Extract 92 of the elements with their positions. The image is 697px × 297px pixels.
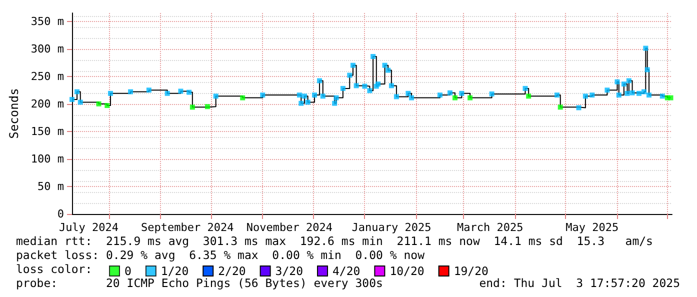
point bbox=[108, 90, 113, 96]
point bbox=[604, 88, 610, 93]
point bbox=[96, 101, 102, 106]
point bbox=[213, 94, 218, 99]
point bbox=[558, 104, 563, 110]
legend-label: 2/20 bbox=[218, 264, 246, 278]
y-axis-title: Seconds bbox=[7, 88, 21, 139]
point bbox=[616, 92, 622, 98]
point bbox=[186, 90, 192, 95]
point bbox=[554, 92, 560, 98]
y-tick-label: 100 m bbox=[30, 152, 64, 166]
point bbox=[70, 96, 75, 102]
point bbox=[332, 100, 338, 106]
point bbox=[526, 94, 532, 99]
point bbox=[386, 68, 391, 73]
legend-label: 1/20 bbox=[160, 264, 189, 278]
y-tick-label: 300 m bbox=[30, 42, 64, 56]
point bbox=[296, 92, 302, 98]
point bbox=[340, 86, 346, 91]
point bbox=[522, 86, 528, 91]
x-tick-label: November 2024 bbox=[246, 221, 333, 234]
point bbox=[78, 100, 83, 105]
point bbox=[190, 104, 195, 110]
text: median rtt: 215.9 ms avg 301.3 ms max 192.6 ms min 211.1 ms now 14.1 ms sd 15.3 am/s bbox=[16, 234, 653, 248]
point bbox=[104, 103, 110, 108]
point bbox=[370, 54, 376, 60]
point bbox=[468, 95, 473, 100]
point bbox=[260, 92, 266, 98]
point bbox=[312, 92, 318, 98]
text: packet loss: 0.29 % avg 6.35 % max 0.00 % min 0.00 % now bbox=[16, 248, 424, 262]
point bbox=[641, 89, 646, 94]
x-tick-label: September 2024 bbox=[141, 221, 234, 234]
y-tick-label: 150 m bbox=[30, 124, 64, 138]
point bbox=[624, 90, 630, 96]
point bbox=[320, 94, 326, 99]
point bbox=[582, 94, 588, 99]
y-tick-label: 50 m bbox=[38, 180, 64, 193]
point bbox=[347, 72, 352, 78]
point bbox=[644, 67, 650, 72]
point bbox=[406, 90, 411, 96]
point bbox=[146, 88, 152, 93]
point bbox=[668, 95, 674, 100]
point bbox=[302, 94, 307, 99]
point bbox=[317, 78, 322, 84]
y-tick-label: 350 m bbox=[30, 14, 64, 28]
point bbox=[388, 83, 394, 88]
legend-label: 0 bbox=[124, 264, 132, 278]
point bbox=[590, 92, 595, 98]
point bbox=[240, 95, 246, 100]
point bbox=[636, 90, 642, 96]
y-tick-label: 0 bbox=[57, 208, 64, 220]
point bbox=[447, 90, 452, 96]
point bbox=[621, 82, 626, 87]
point bbox=[74, 89, 80, 94]
point bbox=[660, 94, 665, 99]
x-tick-label: March 2025 bbox=[457, 221, 524, 234]
legend-label: 19/20 bbox=[454, 264, 489, 278]
point bbox=[164, 90, 170, 96]
point bbox=[452, 95, 458, 100]
point bbox=[178, 88, 184, 94]
point bbox=[394, 94, 399, 100]
point bbox=[437, 92, 442, 98]
point bbox=[459, 90, 464, 96]
point bbox=[298, 100, 304, 106]
legend-title: loss color: bbox=[16, 262, 92, 276]
point bbox=[354, 83, 359, 88]
point bbox=[367, 88, 372, 94]
point bbox=[305, 100, 310, 105]
legend-label: 10/20 bbox=[390, 264, 424, 278]
point bbox=[362, 84, 368, 89]
text: end: Thu Jul 3 17:57:20 2025 bbox=[479, 276, 680, 290]
x-tick-label: May 2025 bbox=[566, 221, 619, 234]
point bbox=[576, 105, 582, 110]
point bbox=[128, 89, 134, 94]
point bbox=[643, 46, 648, 51]
point bbox=[409, 95, 414, 100]
point bbox=[626, 78, 632, 84]
point bbox=[630, 90, 635, 96]
x-tick-label: July 2024 bbox=[58, 221, 119, 234]
point bbox=[614, 79, 620, 84]
legend-label: 4/20 bbox=[332, 264, 360, 278]
point bbox=[334, 95, 339, 100]
point bbox=[350, 62, 356, 68]
point bbox=[382, 62, 388, 68]
point bbox=[204, 104, 210, 110]
legend-label: 3/20 bbox=[275, 264, 304, 278]
point bbox=[646, 92, 652, 98]
x-tick-label: January 2025 bbox=[352, 221, 432, 234]
y-tick-label: 250 m bbox=[30, 70, 64, 83]
y-tick-label: 200 m bbox=[30, 97, 64, 110]
point bbox=[489, 91, 494, 96]
text: probe: 20 ICMP Echo Pings (56 Bytes) every 300s bbox=[16, 276, 383, 290]
